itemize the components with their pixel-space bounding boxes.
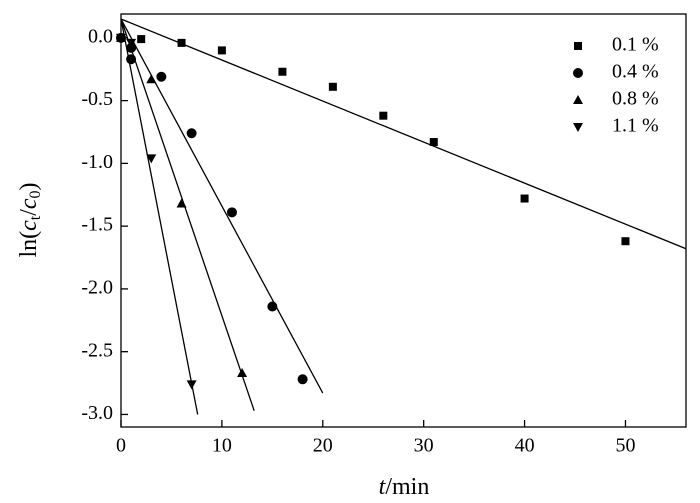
y-label-part: /	[16, 209, 42, 216]
point	[186, 380, 197, 390]
point	[237, 368, 248, 378]
x-tick-label: 20	[313, 435, 333, 457]
legend-label: 1.1 %	[612, 115, 659, 137]
x-axis-label: t/min	[379, 474, 430, 500]
point	[176, 198, 187, 208]
point	[267, 301, 278, 312]
point	[297, 374, 308, 385]
legend-marker	[573, 68, 583, 78]
legend-marker	[573, 95, 583, 104]
point	[177, 38, 186, 47]
point	[186, 128, 197, 139]
plot-frame	[120, 13, 687, 428]
y-tick-label: -1.5	[81, 214, 113, 236]
point	[328, 82, 337, 91]
y-axis-label: ln(ct/c0)	[16, 182, 44, 257]
legend-label: 0.4 %	[612, 61, 659, 83]
point	[156, 71, 167, 82]
point	[146, 154, 157, 164]
y-label-part: 0	[27, 190, 44, 198]
x-tick-label: 30	[414, 435, 434, 457]
x-label-part: t	[379, 474, 387, 500]
y-label-part: t	[27, 215, 44, 220]
legend-marker	[574, 42, 582, 50]
y-label-part: )	[16, 182, 42, 190]
legend-label: 0.1 %	[612, 34, 659, 56]
y-tick-label: -2.5	[81, 339, 113, 361]
point	[429, 138, 438, 147]
x-tick-label: 50	[615, 435, 635, 457]
point	[379, 111, 388, 120]
point	[137, 35, 146, 44]
x-tick-label: 10	[212, 435, 232, 457]
legend-marker	[573, 123, 583, 132]
point	[520, 194, 529, 203]
y-tick-label: -0.5	[81, 88, 113, 110]
x-tick-label: 0	[116, 435, 126, 457]
y-label-part: ln(	[16, 231, 42, 258]
x-tick-label: 40	[515, 435, 535, 457]
point	[278, 67, 287, 76]
point	[126, 38, 137, 48]
y-label-part: c	[16, 198, 42, 209]
y-tick-label: 0.0	[88, 25, 113, 47]
point	[621, 237, 630, 246]
fit-line	[120, 18, 687, 250]
y-tick-label: -2.0	[81, 277, 113, 299]
point	[226, 207, 237, 218]
fit-line	[120, 18, 199, 415]
y-tick-label: -1.0	[81, 151, 113, 173]
point	[217, 46, 226, 55]
y-tick-label: -3.0	[81, 402, 113, 424]
point	[116, 33, 126, 43]
x-label-part: /min	[385, 474, 429, 500]
y-label-part: c	[16, 220, 42, 231]
point	[146, 74, 157, 84]
legend-label: 0.8 %	[612, 88, 659, 110]
fit-line	[120, 18, 255, 411]
